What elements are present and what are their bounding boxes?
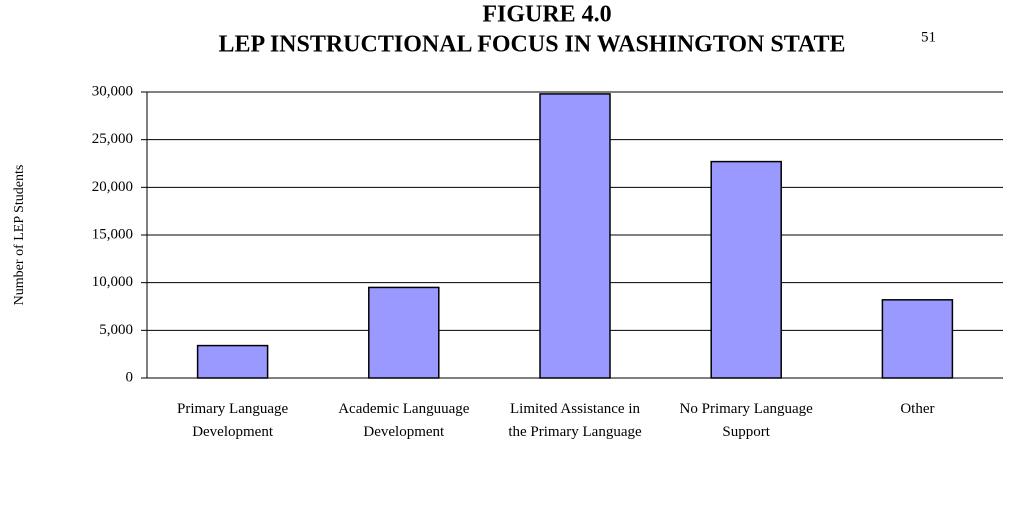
y-tick-label: 5,000 (99, 322, 133, 338)
y-tick-label: 25,000 (92, 131, 133, 147)
x-tick-label: Academic Languuage Development (338, 401, 470, 440)
chart-subtitle: LEP INSTRUCTIONAL FOCUS IN WASHINGTON ST… (218, 32, 845, 58)
bar (196, 344, 269, 379)
x-tick-label: Primary Language Development (176, 401, 289, 440)
x-tick-label: No Primary Language Support (679, 401, 813, 440)
y-tick-label: 10,000 (92, 274, 133, 290)
y-tick-label: 20,000 (92, 179, 133, 195)
x-tick-label: Limited Assistance in the Primary Langua… (508, 401, 642, 440)
x-tick-label: Other (900, 401, 935, 417)
y-axis-label: Number of LEP Students (12, 165, 27, 306)
bar (710, 160, 782, 379)
footnote-ref: 51 (921, 29, 936, 45)
chart-title: FIGURE 4.0 (482, 2, 611, 28)
bar (368, 286, 440, 379)
y-tick-label: 30,000 (92, 83, 133, 99)
bar (881, 299, 954, 379)
y-tick-label: 0 (126, 369, 134, 385)
y-tick-label: 15,000 (92, 226, 133, 242)
bar (539, 93, 611, 379)
